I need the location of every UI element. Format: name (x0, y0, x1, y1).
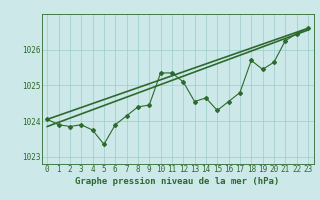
X-axis label: Graphe pression niveau de la mer (hPa): Graphe pression niveau de la mer (hPa) (76, 177, 280, 186)
